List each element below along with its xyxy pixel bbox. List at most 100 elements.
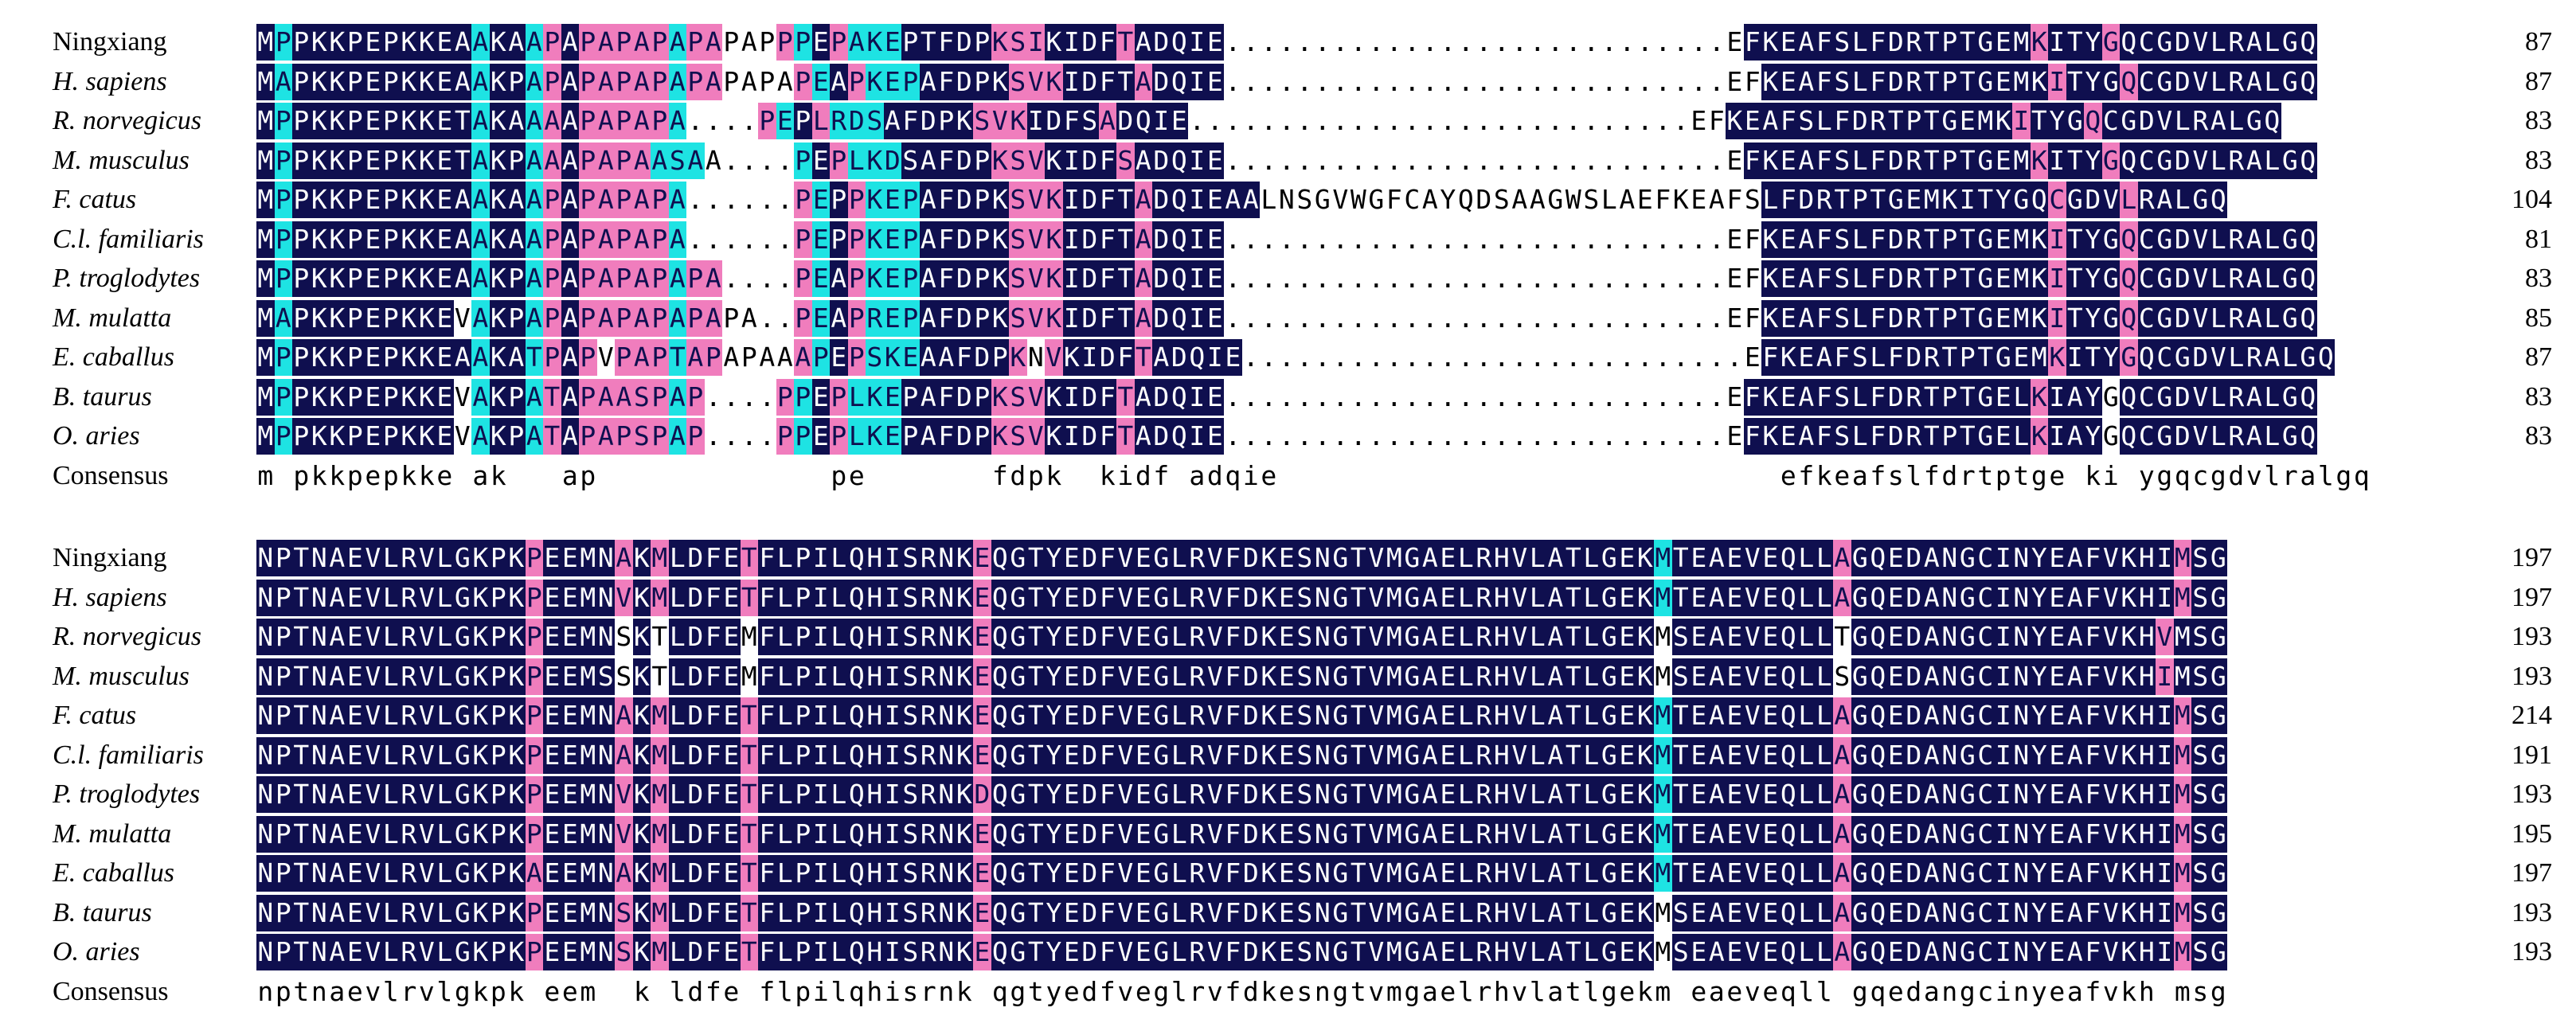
residue: E (1618, 815, 1636, 853)
residue: K (489, 299, 507, 337)
residue: . (1636, 378, 1654, 416)
residue: L (2263, 378, 2281, 416)
residue: D (1475, 182, 1493, 218)
residue: G (1009, 934, 1027, 970)
residue: Q (1779, 619, 1797, 655)
residue: L (830, 855, 848, 892)
consensus-residue (453, 457, 471, 494)
residue: I (1994, 658, 2012, 695)
residue: . (1277, 103, 1296, 139)
residue: . (1367, 24, 1386, 61)
residue: G (453, 540, 471, 576)
consensus-residue: a (1188, 457, 1206, 494)
residue: T (1564, 776, 1582, 813)
residue: . (1456, 339, 1475, 376)
residue: . (1224, 221, 1242, 258)
residue: T (292, 697, 311, 734)
residue: E (883, 378, 901, 416)
residue: S (1009, 63, 1027, 100)
residue: N (596, 736, 615, 774)
consensus-residue (1671, 973, 1690, 1010)
residue: A (525, 299, 543, 337)
residue: K (310, 299, 328, 337)
residue: L (1456, 855, 1475, 892)
residue: A (328, 776, 346, 813)
consensus-residue: t (1564, 973, 1582, 1010)
residue: M (256, 260, 275, 297)
residue: E (1726, 619, 1744, 655)
residue: . (1636, 142, 1654, 179)
residue: G (1331, 697, 1350, 734)
residue: N (1313, 815, 1331, 853)
residue: E (436, 221, 454, 258)
residue: D (1081, 697, 1099, 734)
residue: K (1045, 142, 1063, 179)
residue: F (704, 934, 722, 970)
residue: G (1600, 697, 1618, 734)
consensus-residue: s (901, 973, 920, 1010)
residue: . (1296, 418, 1314, 455)
residue: P (973, 418, 991, 455)
residue: . (1241, 299, 1260, 337)
residue: R (1905, 418, 1923, 455)
residue: L (1528, 855, 1546, 892)
residue: I (1188, 63, 1206, 100)
residue: L (811, 103, 830, 139)
residue: P (901, 63, 920, 100)
residue: K (310, 221, 328, 258)
residue: A (2245, 418, 2263, 455)
residue: E (1062, 776, 1081, 813)
residue: K (471, 855, 490, 892)
residue: P (901, 418, 920, 455)
residue: K (507, 736, 526, 774)
species-label: Ningxiang (53, 27, 167, 57)
residue: A (596, 63, 615, 100)
residue: S (1296, 540, 1314, 576)
residue: Q (1170, 260, 1188, 297)
residue: . (1331, 418, 1350, 455)
residue: C (1976, 619, 1995, 655)
residue: K (489, 182, 507, 218)
residue: C (1976, 697, 1995, 734)
residue: M (651, 540, 669, 576)
residue: M (579, 776, 597, 813)
residue: L (1582, 619, 1601, 655)
residue: T (919, 24, 937, 61)
residue: P (525, 579, 543, 616)
residue: R (1905, 142, 1923, 179)
residue: V (1116, 894, 1135, 931)
residue: K (1045, 24, 1063, 61)
residue: A (453, 24, 471, 61)
residue: A (328, 736, 346, 774)
residue: D (1905, 736, 1923, 774)
residue: E (364, 378, 382, 416)
residue: A (919, 221, 937, 258)
residue: P (274, 378, 292, 416)
consensus-residue: d (1941, 457, 1959, 494)
residue: . (1671, 260, 1690, 297)
residue: E (1886, 579, 1905, 616)
residue: . (1492, 103, 1511, 139)
residue: G (2066, 103, 2084, 139)
residue: N (310, 736, 328, 774)
consensus-residue: e (1761, 973, 1780, 1010)
residue: F (1726, 182, 1744, 218)
residue: E (1062, 697, 1081, 734)
residue: A (1134, 378, 1152, 416)
consensus-residue: f (1869, 457, 1887, 494)
residue: N (310, 697, 328, 734)
residue: F (1098, 221, 1116, 258)
residue: D (1081, 378, 1099, 416)
residue: D (2173, 24, 2191, 61)
residue: . (1331, 142, 1350, 179)
residue: E (1134, 697, 1152, 734)
residue: . (1690, 24, 1708, 61)
consensus-residue: k (2084, 457, 2102, 494)
residue: L (1797, 855, 1816, 892)
residue: N (256, 540, 275, 576)
residue: S (901, 142, 920, 179)
residue: Q (847, 540, 866, 576)
residue: P (973, 182, 991, 218)
residue: F (2084, 540, 2102, 576)
